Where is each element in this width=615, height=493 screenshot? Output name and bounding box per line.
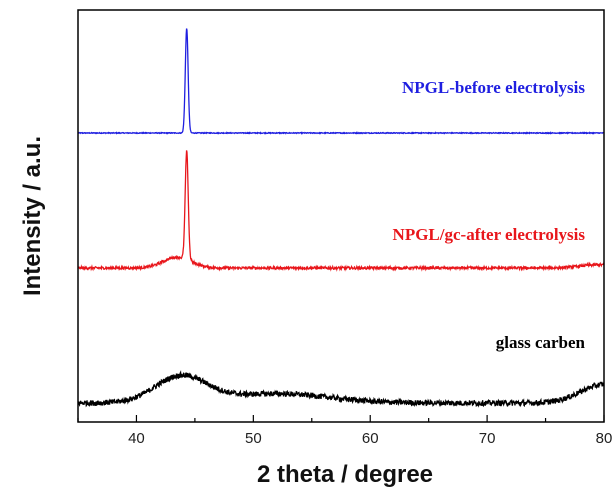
series-line-0 [77,28,604,135]
plot-series-group [77,28,605,408]
series-line-1 [77,150,605,272]
series-line-2 [77,370,605,408]
x-tick-label: 70 [479,430,496,447]
series-label-1: NPGL/gc-after electrolysis [393,225,586,244]
series-labels-group: NPGL-before electrolysis NPGL/gc-after el… [393,78,586,352]
series-label-0: NPGL-before electrolysis [402,78,585,97]
plot-frame [77,9,605,423]
x-tick-label: 50 [245,430,262,447]
x-axis-ticks: 40 50 60 70 80 [77,415,613,447]
series-label-2: glass carben [496,333,586,352]
x-axis-title: 2 theta / degree [257,461,433,488]
y-axis-title: Intensity / a.u. [19,136,46,296]
x-tick-label: 40 [128,430,145,447]
x-tick-label: 60 [362,430,379,447]
x-tick-label: 80 [596,430,613,447]
